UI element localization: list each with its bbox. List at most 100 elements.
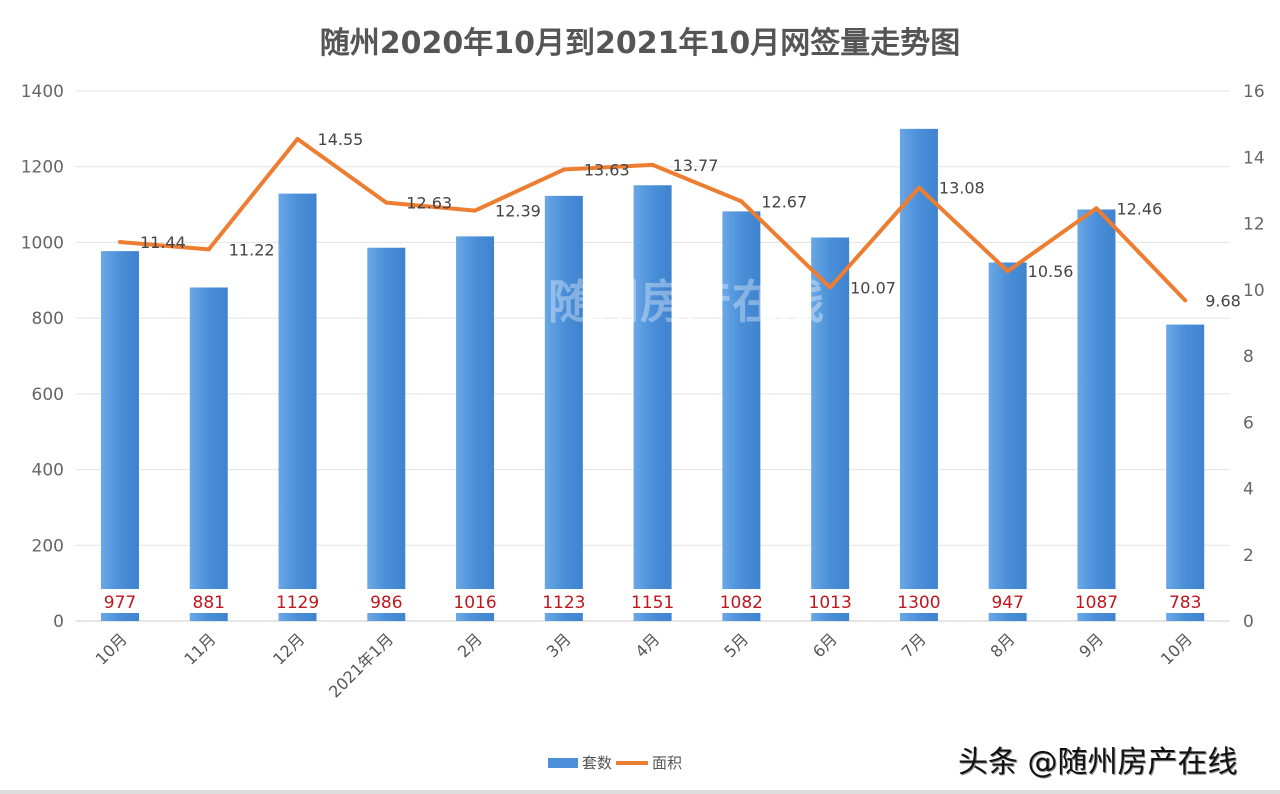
bar <box>278 193 317 622</box>
bar <box>811 237 850 621</box>
y-left-tick-label: 600 <box>32 385 64 405</box>
x-tick-label: 8月 <box>987 629 1019 661</box>
credit-text: 头条 @随州房产在线 <box>958 745 1238 780</box>
bar-value-label: 1016 <box>453 593 496 613</box>
bar <box>633 185 672 621</box>
bar-value-label: 986 <box>370 593 402 613</box>
x-tick-label: 10月 <box>1157 629 1196 668</box>
x-tick-label: 10月 <box>92 629 131 668</box>
x-tick-label: 2月 <box>454 629 486 661</box>
line-value-label: 12.39 <box>495 202 541 221</box>
y-right-tick-label: 14 <box>1243 148 1265 168</box>
line-value-label: 11.22 <box>229 240 275 259</box>
y-right-tick-label: 4 <box>1243 480 1254 500</box>
x-tick-label: 9月 <box>1075 629 1107 661</box>
y-left-tick-label: 0 <box>53 612 64 632</box>
watermark-name: 随州房产在线 <box>548 275 824 329</box>
line-point <box>1094 206 1099 211</box>
legend-swatch-bar <box>548 757 578 768</box>
bar-label-background <box>271 589 324 613</box>
line-value-label: 13.77 <box>673 156 719 175</box>
bar-label-background <box>981 589 1034 613</box>
bar <box>367 247 406 621</box>
bar-value-label: 1300 <box>897 593 940 613</box>
bar-value-label: 977 <box>104 593 136 613</box>
y-left-tick-label: 800 <box>32 309 64 329</box>
x-tick-label: 7月 <box>898 629 930 661</box>
line-value-label: 12.63 <box>406 194 452 213</box>
line-point <box>473 208 478 213</box>
bar-label-background <box>1070 589 1123 613</box>
bar-label-background <box>360 589 413 613</box>
bar <box>100 251 139 621</box>
line-point <box>295 137 300 142</box>
bar-label-background <box>537 589 590 613</box>
x-tick-label: 5月 <box>720 629 752 661</box>
line-point <box>206 247 211 252</box>
bar <box>189 287 228 621</box>
y-left-tick-label: 1400 <box>21 82 64 102</box>
y-left-tick-label: 1200 <box>21 158 64 178</box>
bar-value-label: 1151 <box>631 593 674 613</box>
bottom-divider <box>0 790 1280 794</box>
bar-value-label: 881 <box>193 593 225 613</box>
y-right-tick-label: 16 <box>1243 82 1265 102</box>
bar-value-label: 1087 <box>1075 593 1118 613</box>
bar <box>899 128 938 621</box>
bar-value-label: 1082 <box>720 593 763 613</box>
line-point <box>1183 298 1188 303</box>
line-value-label: 13.63 <box>584 161 630 180</box>
bar-value-label: 947 <box>991 593 1023 613</box>
bar <box>544 195 583 621</box>
bar-label-background <box>804 589 857 613</box>
line-value-label: 10.07 <box>850 278 896 297</box>
line-point <box>828 285 833 290</box>
y-right-tick-label: 2 <box>1243 546 1254 566</box>
line-value-label: 9.68 <box>1205 291 1241 310</box>
legend-swatch-line <box>616 760 649 765</box>
watermark-name-overlay: 随州房产在线 <box>548 275 824 329</box>
bar-value-label: 1123 <box>542 593 585 613</box>
line-point <box>739 199 744 204</box>
y-right-tick-label: 8 <box>1243 347 1254 367</box>
bar-label-background <box>626 589 679 613</box>
line-point <box>916 185 921 190</box>
line-point <box>561 167 566 172</box>
bar-value-label: 783 <box>1169 593 1201 613</box>
legend-label-line: 面积 <box>652 754 683 772</box>
line-point <box>1005 269 1010 274</box>
y-right-tick-label: 0 <box>1243 612 1254 632</box>
x-tick-label: 3月 <box>543 629 575 661</box>
y-left-tick-label: 400 <box>32 461 64 481</box>
legend-label-bar: 套数 <box>582 754 613 772</box>
bar <box>1077 209 1116 621</box>
bar-label-background <box>449 589 502 613</box>
bar <box>456 236 495 621</box>
bar-label-background <box>715 589 768 613</box>
y-right-tick-label: 12 <box>1243 215 1265 235</box>
line-value-label: 11.44 <box>140 233 186 252</box>
y-left-tick-label: 1000 <box>21 233 64 253</box>
y-left-tick-label: 200 <box>32 536 64 556</box>
line-point <box>117 240 122 245</box>
bar-label-background <box>93 589 146 613</box>
line-value-label: 10.56 <box>1028 262 1074 281</box>
line-value-label: 12.67 <box>761 192 807 211</box>
line-value-label: 12.46 <box>1116 199 1162 218</box>
line-point <box>384 200 389 205</box>
x-tick-label: 4月 <box>631 629 663 661</box>
line-point <box>650 162 655 167</box>
line-value-label: 14.55 <box>318 130 364 149</box>
bar-label-background <box>892 589 945 613</box>
bar <box>988 262 1027 621</box>
line-value-label: 13.08 <box>939 179 985 198</box>
bar-value-label: 1013 <box>809 593 852 613</box>
x-tick-label: 2021年1月 <box>325 629 397 701</box>
y-right-tick-label: 6 <box>1243 413 1254 433</box>
bar-label-background <box>1159 589 1212 613</box>
bar-value-label: 1129 <box>276 593 319 613</box>
x-tick-label: 6月 <box>809 629 841 661</box>
chart-title: 随州2020年10月到2021年10月网签量走势图 <box>319 26 961 61</box>
bar <box>722 211 761 621</box>
